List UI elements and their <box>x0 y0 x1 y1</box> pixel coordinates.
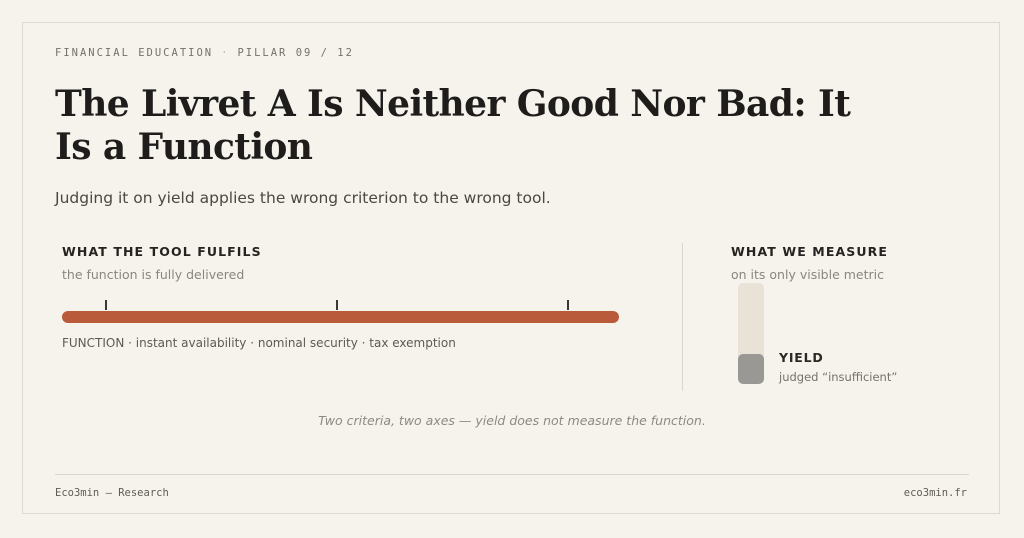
page-title: The Livret A Is Neither Good Nor Bad: It… <box>55 83 851 168</box>
footnote: Two criteria, two axes — yield does not … <box>318 413 706 428</box>
function-heading: WHAT THE TOOL FULFILS <box>62 244 262 259</box>
article-card: FINANCIAL EDUCATION · PILLAR 09 / 12 The L… <box>22 22 1000 514</box>
yield-gauge <box>738 283 764 384</box>
yield-note: judged “insufficient” <box>779 370 898 384</box>
footer-site-link[interactable]: eco3min.fr <box>903 487 967 499</box>
function-bar-tick <box>567 300 569 310</box>
measure-heading: WHAT WE MEASURE <box>731 244 888 259</box>
page-subtitle: Judging it on yield applies the wrong cr… <box>55 189 551 207</box>
footer-credit: Eco3min — Research <box>55 487 169 499</box>
function-caption: FUNCTION · instant availability · nomina… <box>62 336 456 350</box>
header-kicker: FINANCIAL EDUCATION · PILLAR 09 / 12 <box>55 47 354 59</box>
pillar-label: PILLAR 09 / 12 <box>237 47 354 59</box>
measure-subheading: on its only visible metric <box>731 267 884 282</box>
category-label: FINANCIAL EDUCATION <box>55 47 214 59</box>
yield-gauge-fill <box>738 354 764 384</box>
kicker-separator: · <box>221 47 230 59</box>
column-divider <box>682 243 683 391</box>
function-subheading: the function is fully delivered <box>62 267 245 282</box>
footer-divider <box>55 474 969 475</box>
yield-label: YIELD <box>779 350 824 365</box>
function-bar <box>62 311 619 323</box>
function-bar-tick <box>105 300 107 310</box>
function-bar-tick <box>336 300 338 310</box>
